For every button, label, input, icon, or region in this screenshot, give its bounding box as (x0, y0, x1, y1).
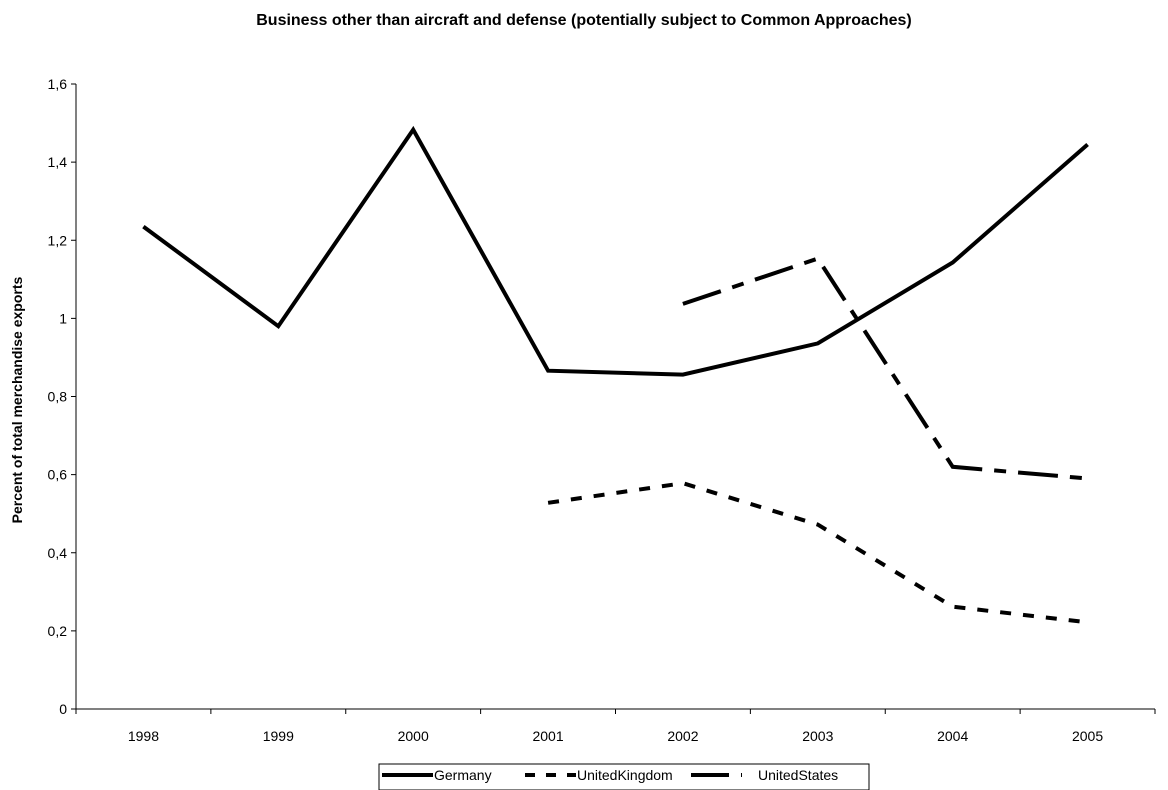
x-tick-label: 2002 (667, 728, 698, 744)
y-tick-label: 1 (59, 310, 67, 326)
series-line-germany (142, 125, 1089, 377)
x-tick-label: 2005 (1072, 728, 1103, 744)
series-line-unitedstates (682, 256, 1088, 481)
x-tick-label: 2004 (937, 728, 968, 744)
y-tick-label: 1,2 (48, 232, 68, 248)
x-tick-label: 2001 (532, 728, 563, 744)
x-tick-label: 2003 (802, 728, 833, 744)
y-tick-label: 0,2 (48, 623, 68, 639)
x-tick-label: 1998 (128, 728, 159, 744)
y-tick-label: 1,6 (48, 76, 68, 92)
x-tick-label: 1999 (263, 728, 294, 744)
series-line-unitedkingdom (547, 481, 1088, 625)
legend-label-unitedstates: UnitedStates (758, 767, 838, 783)
legend-box (378, 763, 870, 790)
y-tick-label: 0,8 (48, 389, 68, 405)
chart-title: Business other than aircraft and defense… (256, 12, 912, 29)
legend-label-germany: Germany (434, 767, 492, 783)
y-tick-label: 1,4 (48, 154, 68, 170)
y-tick-label: 0,4 (48, 545, 68, 561)
x-tick-label: 2000 (398, 728, 429, 744)
legend-label-unitedkingdom: UnitedKingdom (577, 767, 673, 783)
y-tick-label: 0 (59, 701, 67, 717)
y-tick-label: 0,6 (48, 467, 68, 483)
